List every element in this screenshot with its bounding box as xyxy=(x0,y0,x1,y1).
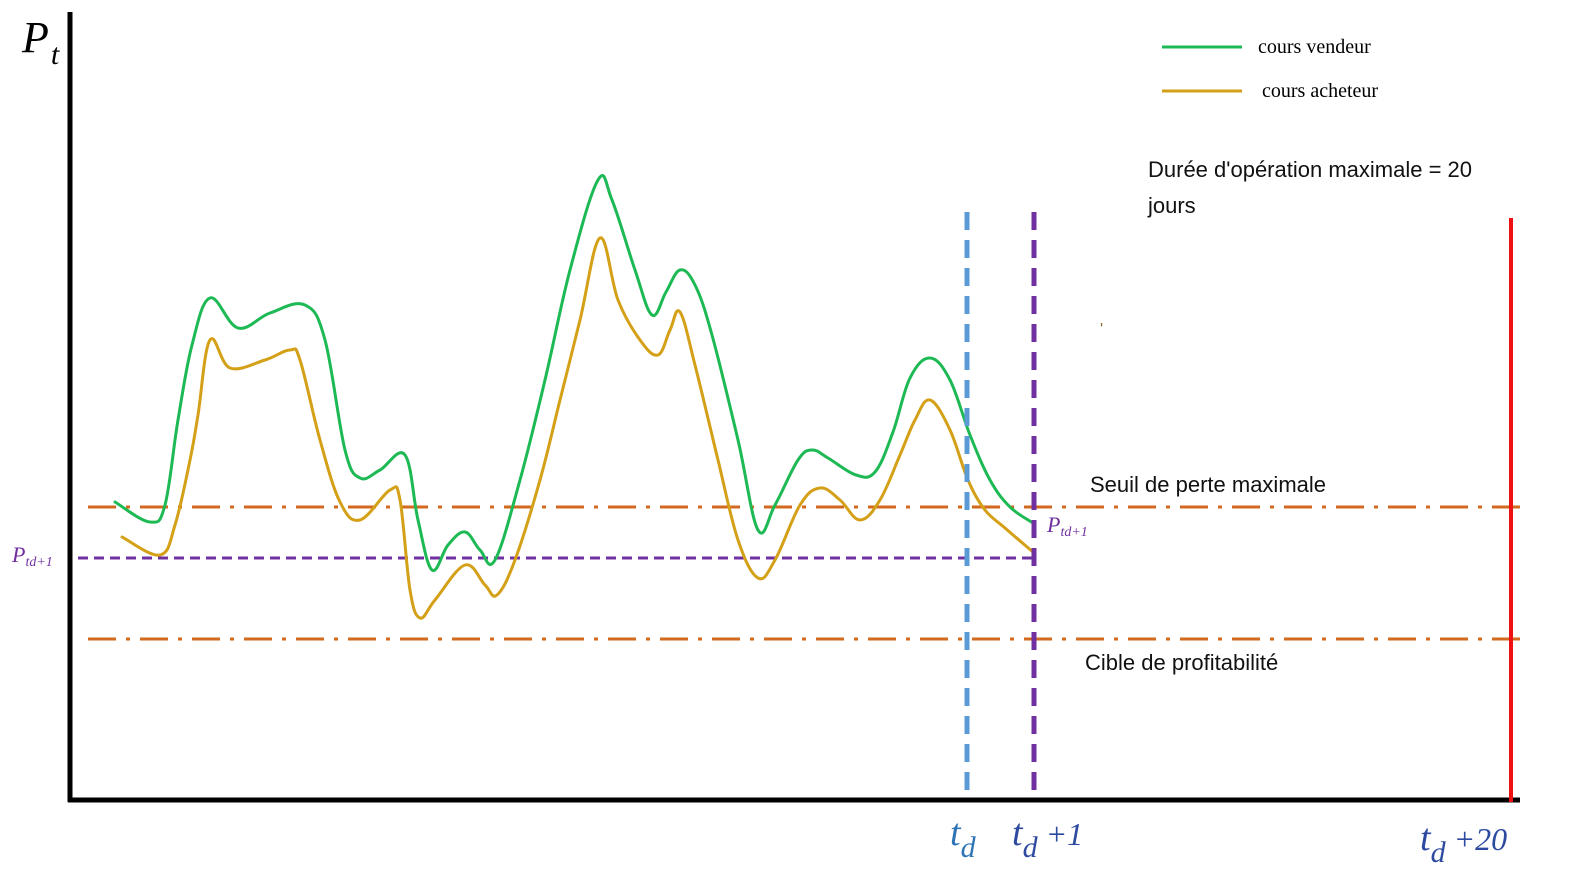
y-axis-label: Pt xyxy=(21,13,60,71)
cible-label: Cible de profitabilité xyxy=(1085,650,1278,675)
marker-td-label: td xyxy=(950,812,977,864)
stray-mark: ' xyxy=(1100,321,1103,338)
legend: cours vendeur cours acheteur xyxy=(1162,36,1378,102)
series-line-acheteur xyxy=(120,236,1035,620)
ptd-label-left: Ptd+1 xyxy=(11,542,53,570)
duration-annotation-line2: jours xyxy=(1147,193,1196,218)
duration-annotation-line1: Durée d'opération maximale = 20 xyxy=(1148,157,1472,182)
marker-td20-label: td +20 xyxy=(1420,817,1507,869)
series-line-vendeur xyxy=(113,174,1035,572)
series-group xyxy=(113,174,1035,620)
legend-label-vendeur: cours vendeur xyxy=(1258,36,1371,58)
ptd-label-right: Ptd+1 xyxy=(1046,512,1088,540)
marker-td1-label: td +1 xyxy=(1012,812,1083,864)
seuil-label: Seuil de perte maximale xyxy=(1090,472,1326,497)
legend-label-acheteur: cours acheteur xyxy=(1262,80,1378,102)
